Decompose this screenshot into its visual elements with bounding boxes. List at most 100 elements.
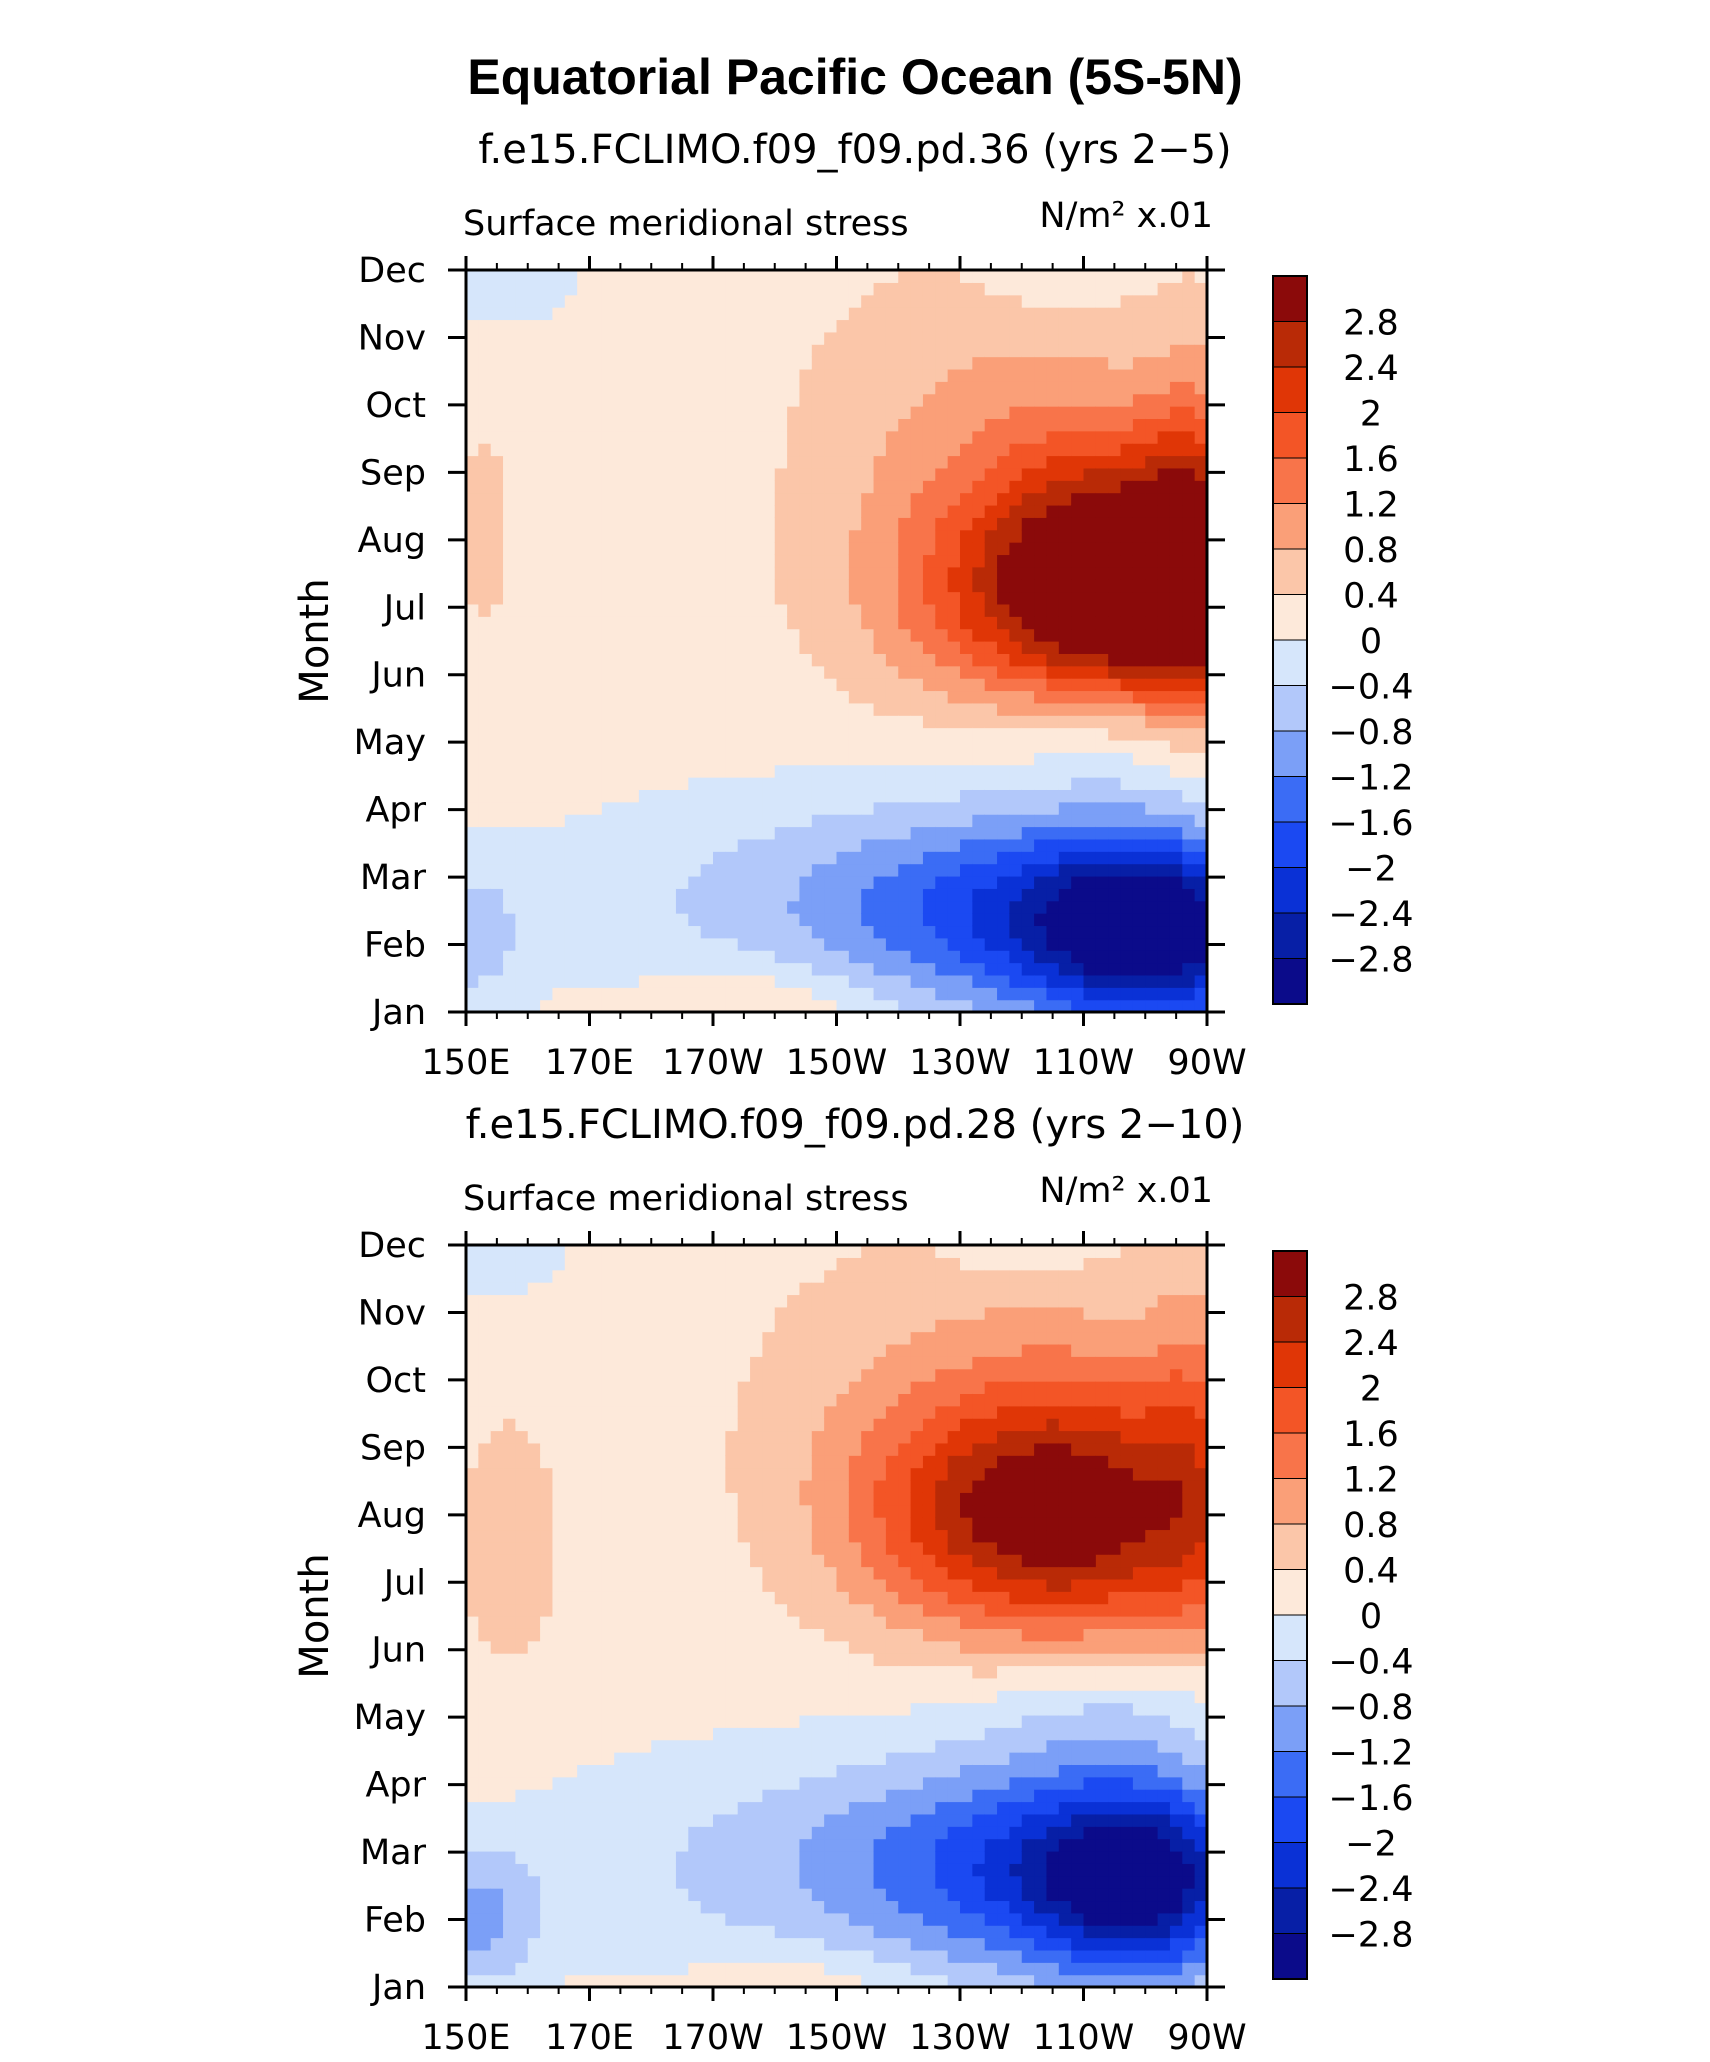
field-cell bbox=[1046, 282, 1060, 296]
field-cell bbox=[663, 542, 677, 556]
field-cell bbox=[787, 826, 801, 840]
field-cell bbox=[984, 727, 998, 741]
field-cell bbox=[503, 1900, 516, 1914]
field-cell bbox=[478, 678, 492, 692]
field-cell bbox=[713, 1714, 726, 1728]
field-cell bbox=[638, 1776, 652, 1790]
field-cell bbox=[1034, 492, 1048, 506]
field-cell bbox=[503, 381, 516, 395]
field-cell bbox=[589, 715, 603, 729]
field-cell bbox=[799, 492, 813, 506]
field-cell bbox=[564, 1789, 578, 1803]
field-cell bbox=[997, 789, 1010, 803]
field-cell bbox=[503, 603, 516, 617]
field-cell bbox=[1120, 777, 1134, 790]
field-cell bbox=[1021, 455, 1035, 469]
field-cell bbox=[1157, 950, 1171, 964]
field-cell bbox=[466, 319, 479, 333]
field-cell bbox=[1120, 739, 1134, 753]
field-cell bbox=[1182, 542, 1196, 556]
field-cell bbox=[589, 319, 603, 333]
field-cell bbox=[466, 480, 479, 494]
field-cell bbox=[638, 1591, 652, 1605]
field-cell bbox=[725, 826, 739, 840]
field-cell bbox=[873, 937, 887, 951]
field-cell bbox=[651, 838, 665, 852]
field-cell bbox=[700, 987, 714, 1001]
field-cell bbox=[1058, 678, 1072, 692]
field-cell bbox=[713, 628, 726, 642]
field-cell bbox=[589, 1306, 603, 1320]
field-cell bbox=[762, 504, 776, 518]
field-cell bbox=[700, 1442, 714, 1456]
field-cell bbox=[675, 1640, 689, 1654]
field-cell bbox=[638, 1690, 652, 1704]
field-cell bbox=[750, 418, 763, 432]
field-cell bbox=[787, 294, 801, 308]
field-cell bbox=[799, 381, 813, 395]
field-cell bbox=[503, 1430, 516, 1444]
field-cell bbox=[638, 430, 652, 444]
field-cell bbox=[540, 1269, 554, 1283]
field-cell bbox=[1034, 863, 1048, 877]
field-cell bbox=[564, 814, 578, 828]
field-cell bbox=[626, 653, 640, 667]
field-cell bbox=[700, 1257, 714, 1271]
field-cell bbox=[1145, 913, 1159, 927]
field-cell bbox=[527, 443, 541, 457]
field-cell bbox=[614, 1381, 628, 1394]
field-cell bbox=[490, 1517, 504, 1531]
field-cell bbox=[466, 1677, 479, 1691]
field-cell bbox=[626, 1578, 640, 1592]
field-cell bbox=[466, 1393, 479, 1407]
field-cell bbox=[638, 1257, 652, 1271]
field-cell bbox=[614, 1925, 628, 1939]
field-cell bbox=[1132, 467, 1146, 481]
field-cell bbox=[626, 282, 640, 296]
field-cell bbox=[910, 616, 924, 630]
field-cell bbox=[997, 603, 1010, 617]
field-cell bbox=[490, 294, 504, 308]
field-cell bbox=[478, 1702, 492, 1716]
field-cell bbox=[638, 739, 652, 753]
field-cell bbox=[663, 368, 677, 382]
field-cell bbox=[1120, 913, 1134, 927]
field-cell bbox=[503, 739, 516, 753]
field-cell bbox=[997, 950, 1010, 964]
field-cell bbox=[1194, 430, 1208, 444]
field-cell bbox=[787, 566, 801, 580]
field-cell bbox=[1034, 641, 1048, 654]
field-cell bbox=[663, 1405, 677, 1419]
field-cell bbox=[725, 777, 739, 790]
field-cell bbox=[527, 517, 541, 531]
field-cell bbox=[564, 1677, 578, 1691]
field-cell bbox=[811, 455, 825, 469]
field-cell bbox=[1095, 282, 1109, 296]
field-cell bbox=[601, 987, 615, 1001]
field-cell bbox=[601, 603, 615, 617]
field-cell bbox=[651, 789, 665, 803]
field-cell bbox=[1095, 356, 1109, 370]
field-cell bbox=[614, 1269, 628, 1283]
field-cell bbox=[589, 665, 603, 679]
field-cell bbox=[577, 777, 591, 790]
field-cell bbox=[688, 430, 702, 444]
field-cell bbox=[861, 653, 875, 667]
field-cell bbox=[1021, 467, 1035, 481]
field-cell bbox=[737, 393, 751, 407]
field-cell bbox=[713, 1850, 726, 1864]
field-cell bbox=[515, 1925, 529, 1939]
field-cell bbox=[503, 628, 516, 642]
field-cell bbox=[762, 937, 776, 951]
field-cell bbox=[601, 579, 615, 593]
field-cell bbox=[589, 480, 603, 494]
field-cell bbox=[1009, 814, 1023, 828]
colorbar-label: 2.4 bbox=[1343, 349, 1399, 389]
field-cell bbox=[478, 999, 492, 1013]
field-cell bbox=[675, 282, 689, 296]
field-cell bbox=[700, 888, 714, 902]
field-cell bbox=[466, 591, 479, 605]
field-cell bbox=[848, 937, 862, 951]
field-cell bbox=[787, 356, 801, 370]
field-cell bbox=[1009, 739, 1023, 753]
